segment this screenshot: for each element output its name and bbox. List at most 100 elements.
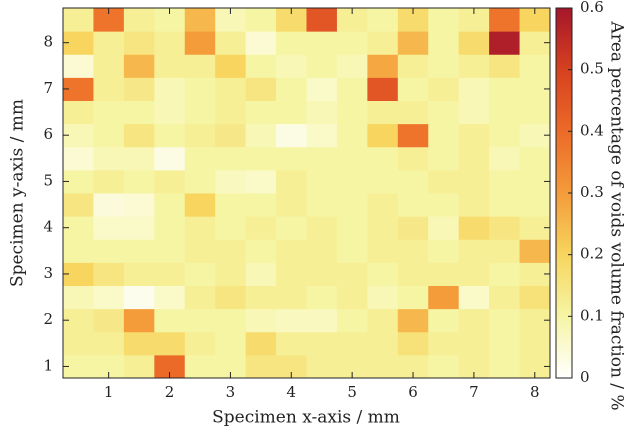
heatmap-cell (519, 8, 551, 32)
heatmap-cell (458, 193, 490, 217)
heatmap-cell (336, 54, 368, 78)
heatmap-cell (306, 169, 338, 194)
heatmap-cell (367, 285, 399, 310)
heatmap-cell (154, 31, 186, 55)
heatmap-cell (489, 193, 521, 217)
heatmap-cell (123, 262, 155, 286)
heatmap-cell (306, 239, 338, 263)
heatmap-cell (397, 169, 429, 194)
colorbar-tick-label: 0.3 (580, 183, 604, 201)
heatmap-cell (519, 216, 551, 240)
heatmap-cell (184, 146, 216, 171)
heatmap-cell (123, 285, 155, 310)
heatmap-cell (519, 31, 551, 55)
y-tick-label: 6 (43, 125, 53, 143)
heatmap-cell (336, 8, 368, 32)
heatmap-cell (336, 31, 368, 55)
colorbar-tick-label: 0.6 (580, 0, 604, 16)
heatmap-cell (519, 262, 551, 286)
heatmap-cell (458, 8, 490, 32)
heatmap-cell (184, 285, 216, 310)
heatmap-cell (123, 146, 155, 171)
heatmap-cell (63, 31, 94, 55)
heatmap-cell (458, 308, 490, 333)
heatmap-cell (245, 54, 277, 78)
heatmap-cell (154, 169, 186, 194)
heatmap-cell (428, 193, 460, 217)
heatmap-cell (245, 123, 277, 148)
heatmap-cell (489, 54, 521, 78)
heatmap-cell (458, 31, 490, 55)
heatmap-cell (367, 216, 399, 240)
heatmap-cell (63, 308, 94, 333)
heatmap-cell (93, 100, 125, 125)
colorbar-tick-label: 0 (580, 368, 590, 386)
heatmap-cell (397, 331, 429, 356)
heatmap-cell (397, 285, 429, 310)
heatmap-cell (93, 146, 125, 171)
heatmap-cell (306, 77, 338, 101)
heatmap-cell (489, 77, 521, 101)
colorbar-title: Area percentage of voids volume fraction… (607, 20, 627, 410)
heatmap-cell (276, 193, 307, 217)
heatmap-cell (519, 146, 551, 171)
heatmap-cell (276, 54, 307, 78)
heatmap-cell (215, 123, 247, 148)
heatmap-cell (184, 262, 216, 286)
x-tick-label: 6 (408, 383, 418, 401)
heatmap-cell (276, 77, 307, 101)
heatmap-cell (428, 123, 460, 148)
heatmap-cell (306, 146, 338, 171)
heatmap-cell (123, 216, 155, 240)
heatmap-cell (245, 216, 277, 240)
y-tick-label: 7 (43, 79, 53, 97)
heatmap-cell (306, 331, 338, 356)
heatmap-cell (336, 100, 368, 125)
heatmap-cell (428, 262, 460, 286)
heatmap-cell (519, 331, 551, 356)
heatmap-cell (93, 262, 125, 286)
heatmap-cell (215, 193, 247, 217)
heatmap-cell (489, 31, 521, 55)
heatmap-cell (519, 123, 551, 148)
heatmap-cell (245, 331, 277, 356)
heatmap-cell (63, 100, 94, 125)
heatmap-cell (458, 262, 490, 286)
heatmap-cell (93, 239, 125, 263)
heatmap-cell (336, 239, 368, 263)
heatmap-cell (428, 146, 460, 171)
y-tick-label: 3 (43, 264, 53, 282)
heatmap-cell (123, 100, 155, 125)
heatmap-cell (215, 169, 247, 194)
heatmap-cell (123, 77, 155, 101)
heatmap-cell (276, 331, 307, 356)
heatmap-cell (184, 8, 216, 32)
heatmap-cell (428, 285, 460, 310)
heatmap-cell (489, 285, 521, 310)
heatmap-cell (154, 123, 186, 148)
heatmap-cell (428, 77, 460, 101)
heatmap-cell (63, 54, 94, 78)
heatmap-cell (428, 169, 460, 194)
heatmap-cell (215, 31, 247, 55)
x-tick-label: 8 (530, 383, 540, 401)
heatmap-cell (154, 308, 186, 333)
x-tick-label: 4 (287, 383, 297, 401)
y-tick-label: 1 (43, 356, 53, 374)
heatmap-cell (276, 216, 307, 240)
heatmap-cell (93, 331, 125, 356)
heatmap-cell (184, 54, 216, 78)
heatmap-cell (215, 146, 247, 171)
heatmap-cell (276, 262, 307, 286)
heatmap-cell (367, 8, 399, 32)
heatmap-cell (397, 8, 429, 32)
plot-frame (62, 7, 551, 379)
heatmap-cell (489, 146, 521, 171)
heatmap-cell (93, 193, 125, 217)
heatmap-cell (154, 8, 186, 32)
heatmap-cell (458, 146, 490, 171)
heatmap-cell (184, 169, 216, 194)
heatmap-cell (154, 54, 186, 78)
heatmap-cell (519, 54, 551, 78)
heatmap-cell (306, 308, 338, 333)
